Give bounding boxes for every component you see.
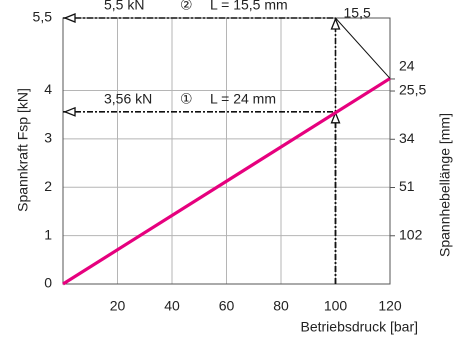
- y2-tick-label: 51: [399, 178, 415, 194]
- reference-marker: ①: [180, 91, 193, 107]
- y2-tick-label: 24: [399, 58, 415, 74]
- arrowhead: [63, 106, 76, 117]
- y-tick-label: 4: [44, 81, 52, 97]
- reference-marker: ②: [180, 0, 193, 13]
- reference-label: 5,5 kN: [104, 0, 144, 13]
- x-tick-label: 100: [324, 298, 348, 314]
- arrowhead: [330, 17, 341, 30]
- y2-tick-label: 102: [399, 226, 423, 242]
- annotation: 15,5: [344, 5, 371, 21]
- x-tick-label: 20: [110, 298, 126, 314]
- y-tick-label: 3: [44, 130, 52, 146]
- y2-tick-label: 34: [399, 130, 415, 146]
- x-tick-label: 80: [273, 298, 289, 314]
- data-line: [62, 77, 391, 286]
- reference-text: L = 24 mm: [210, 91, 276, 107]
- y2-tick-label: 25,5: [399, 82, 426, 98]
- connector: [335, 17, 391, 79]
- plot-frame: [62, 17, 391, 285]
- x-axis-label: Betriebsdruck [bar]: [301, 319, 419, 335]
- y2-axis-label: Spannhebellänge [mm]: [437, 113, 453, 257]
- x-tick-label: 40: [164, 298, 180, 314]
- arrowhead: [63, 13, 76, 23]
- y-axis-label: Spannkraft Fsp [kN]: [15, 88, 31, 212]
- reference-text: L = 15,5 mm: [210, 0, 288, 13]
- reference-label: 3,56 kN: [104, 91, 152, 107]
- x-tick-label: 60: [219, 298, 235, 314]
- x-tick-label: 120: [378, 298, 402, 314]
- y-tick-label: 2: [44, 178, 52, 194]
- y-tick-label: 0: [44, 275, 52, 291]
- y-tick-label: 1: [44, 226, 52, 242]
- y-tick-label: 5,5: [33, 9, 53, 25]
- arrowhead: [330, 111, 341, 124]
